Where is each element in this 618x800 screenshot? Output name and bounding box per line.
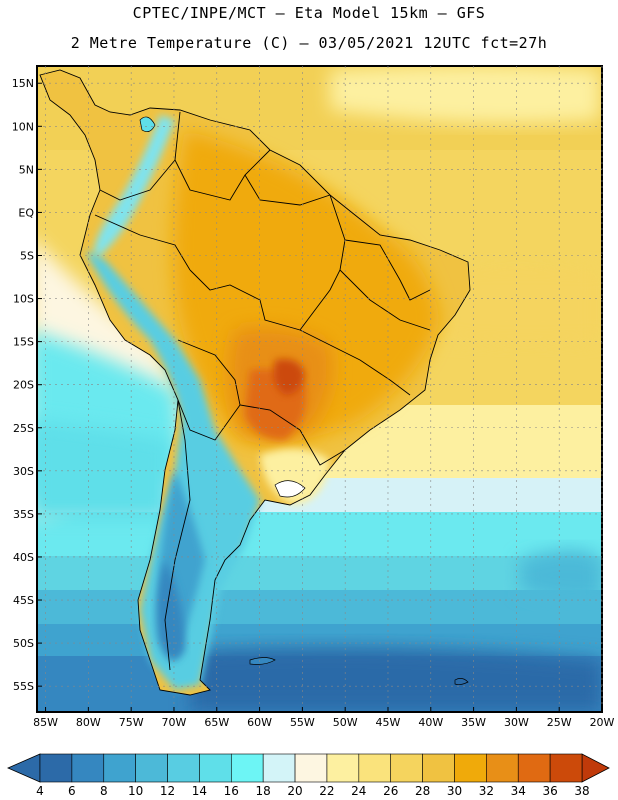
- lat-tick-label: 20S: [13, 379, 34, 392]
- map-frame: [36, 65, 603, 713]
- colorbar-swatch: [71, 753, 105, 783]
- lon-tick-label: 35W: [461, 716, 486, 729]
- colorbar-label: 8: [100, 784, 108, 798]
- lat-tick-label: 10N: [12, 120, 34, 133]
- lon-tick-label: 75W: [119, 716, 144, 729]
- colorbar-swatch: [262, 753, 296, 783]
- colorbar-swatch: [167, 753, 200, 783]
- lon-tick-label: 65W: [204, 716, 229, 729]
- colorbar: 4 6 8 10 12 14 16 18 20 22 24 26 28 30 32 34 36 38: [7, 753, 610, 798]
- lagoa-dos-patos: [274, 480, 306, 498]
- lon-tick-label: 40W: [418, 716, 443, 729]
- colorbar-swatch: [39, 753, 73, 783]
- colorbar-swatch: [390, 753, 423, 783]
- lat-tick-label: 35S: [13, 508, 34, 521]
- colorbar-label: 16: [224, 784, 239, 798]
- lat-tick-label: 25S: [13, 422, 34, 435]
- lat-tick-label: 40S: [13, 551, 34, 564]
- colorbar-label: 20: [287, 784, 302, 798]
- lon-tick-label: 70W: [162, 716, 187, 729]
- lake-maracaibo: [139, 116, 156, 132]
- lon-tick-label: 80W: [76, 716, 101, 729]
- colorbar-swatch: [103, 753, 136, 783]
- chart-title: CPTEC/INPE/MCT – Eta Model 15km – GFS: [132, 4, 486, 22]
- colorbar-label: 14: [192, 784, 207, 798]
- colorbar-swatch: [549, 753, 583, 783]
- colorbar-swatch: [326, 753, 360, 783]
- colorbar-swatch: [199, 753, 232, 783]
- colorbar-label: 18: [256, 784, 271, 798]
- colorbar-swatch: [135, 753, 168, 783]
- colorbar-swatch: [517, 753, 551, 783]
- colorbar-swatch: [358, 753, 392, 783]
- lon-tick-label: 85W: [33, 716, 58, 729]
- lat-tick-label: 10S: [13, 293, 34, 306]
- south-georgia: [454, 678, 469, 686]
- temperature-field: [37, 66, 602, 712]
- colorbar-label: 30: [447, 784, 462, 798]
- colorbar-label: 12: [160, 784, 175, 798]
- colorbar-label: 38: [574, 784, 589, 798]
- lat-tick-label: 5N: [19, 163, 34, 176]
- lat-tick-label: 45S: [13, 594, 34, 607]
- colorbar-label: 36: [542, 784, 557, 798]
- colorbar-swatch: [294, 753, 328, 783]
- lon-tick-label: 60W: [247, 716, 272, 729]
- lat-tick-label: 15S: [13, 336, 34, 349]
- graticule: [37, 66, 603, 712]
- colorbar-label: 32: [479, 784, 494, 798]
- lon-tick-label: 25W: [547, 716, 572, 729]
- chart-subtitle: 2 Metre Temperature (C) – 03/05/2021 12U…: [70, 34, 548, 52]
- lon-tick-label: 55W: [290, 716, 315, 729]
- latitude-axis: 15N 10N 5N EQ 5S 10S 15S 20S 25S 30S 35S 40S 45S 50S 5…: [12, 77, 42, 693]
- colorbar-label: 28: [415, 784, 430, 798]
- falkland-islands: [249, 657, 276, 665]
- lon-tick-label: 45W: [376, 716, 401, 729]
- lat-tick-label: 15N: [12, 77, 34, 90]
- colorbar-swatch: [454, 753, 487, 783]
- lat-tick-label: 55S: [13, 680, 34, 693]
- colorbar-label: 26: [383, 784, 398, 798]
- colorbar-label: 22: [319, 784, 334, 798]
- lat-tick-label: EQ: [18, 206, 34, 219]
- colorbar-swatch: [230, 753, 264, 783]
- lat-tick-label: 50S: [13, 637, 34, 650]
- colorbar-label: 10: [128, 784, 143, 798]
- colorbar-swatch: [422, 753, 455, 783]
- lon-tick-label: 30W: [504, 716, 529, 729]
- colorbar-label: 6: [68, 784, 76, 798]
- lat-tick-label: 30S: [13, 465, 34, 478]
- longitude-axis: 85W 80W 75W 70W 65W 60W 55W 50W 45W 40W 35W 30W 25W 2…: [33, 707, 615, 729]
- colorbar-low-arrow: [7, 753, 41, 783]
- colorbar-high-arrow: [581, 753, 610, 783]
- colorbar-label: 34: [511, 784, 526, 798]
- country-borders: [39, 69, 471, 696]
- lon-tick-label: 20W: [590, 716, 615, 729]
- lat-tick-label: 5S: [20, 249, 34, 262]
- colorbar-label: 24: [351, 784, 366, 798]
- colorbar-swatch: [486, 753, 519, 783]
- colorbar-label: 4: [36, 784, 44, 798]
- lon-tick-label: 50W: [333, 716, 358, 729]
